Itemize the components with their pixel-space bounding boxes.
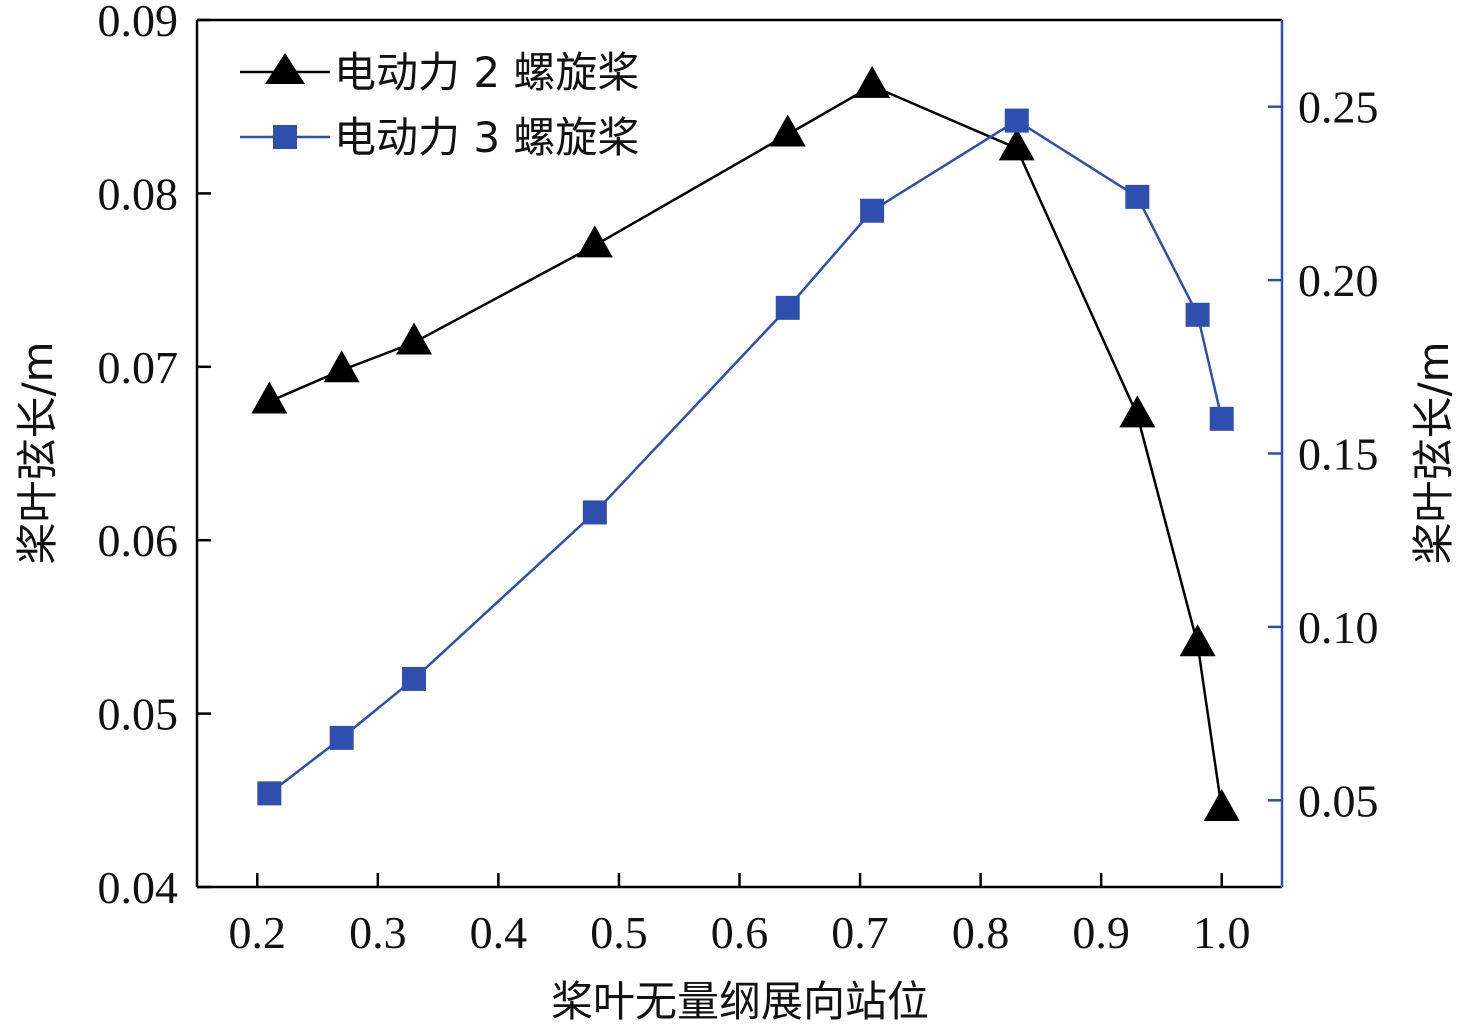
left-y-tick-label: 0.06	[98, 515, 179, 566]
right-y-axis-ticks: 0.05 0.10 0.15 0.20 0.25	[1268, 82, 1379, 826]
right-y-tick-label: 0.05	[1298, 775, 1379, 826]
data-point-square	[582, 500, 607, 525]
data-point-square	[1125, 184, 1150, 209]
legend-marker-triangle	[265, 53, 305, 84]
x-tick-label: 0.7	[831, 907, 889, 958]
data-point-triangle	[769, 114, 806, 147]
x-tick-label: 0.4	[470, 907, 528, 958]
left-y-tick-label: 0.07	[98, 342, 179, 393]
data-point-triangle	[1203, 788, 1240, 821]
right-y-tick-label: 0.10	[1298, 602, 1379, 653]
data-point-triangle	[323, 350, 360, 383]
data-point-square	[1209, 406, 1234, 431]
left-y-tick-label: 0.05	[98, 689, 179, 740]
left-y-axis-title: 桨叶弦长/m	[13, 341, 62, 564]
data-point-square	[1185, 302, 1210, 327]
data-point-square	[329, 725, 354, 750]
right-y-tick-label: 0.15	[1298, 429, 1379, 480]
data-point-square	[860, 198, 885, 223]
series-line	[268, 84, 1223, 810]
data-point-triangle	[1179, 624, 1216, 657]
data-point-triangle	[854, 65, 891, 98]
x-tick-label: 0.2	[229, 907, 287, 958]
data-point-square	[1004, 108, 1029, 133]
x-tick-label: 0.9	[1072, 907, 1130, 958]
x-tick-label: 0.6	[711, 907, 769, 958]
data-point-square	[402, 666, 426, 691]
data-point-triangle	[998, 128, 1035, 161]
left-y-tick-label: 0.09	[98, 0, 179, 46]
right-y-tick-label: 0.25	[1298, 82, 1379, 133]
data-point-triangle	[1119, 395, 1156, 428]
x-tick-label: 0.3	[349, 907, 407, 958]
left-y-tick-label: 0.08	[98, 168, 179, 219]
data-point-triangle	[396, 322, 432, 355]
x-tick-label: 0.5	[590, 907, 648, 958]
legend-entry-series-2: 电动力 2 螺旋桨	[240, 48, 639, 97]
data-point-triangle	[576, 225, 613, 258]
legend-marker-square	[273, 125, 297, 149]
series-line	[268, 119, 1223, 795]
series-1	[251, 65, 1240, 821]
data-point-square	[775, 295, 800, 320]
series-2	[257, 108, 1234, 806]
series-layer	[251, 65, 1240, 821]
x-tick-label: 1.0	[1193, 907, 1251, 958]
x-tick-label: 0.8	[952, 907, 1010, 958]
legend-label-series-3: 电动力 3 螺旋桨	[334, 113, 639, 162]
data-point-square	[257, 781, 282, 806]
left-y-axis-ticks: 0.04 0.05 0.06 0.07 0.08 0.09	[98, 0, 211, 913]
legend-label-series-2: 电动力 2 螺旋桨	[334, 48, 639, 97]
x-axis-title: 桨叶无量纲展向站位	[551, 977, 929, 1026]
right-y-tick-label: 0.20	[1298, 255, 1379, 306]
right-y-axis-title: 桨叶弦长/m	[1409, 341, 1458, 564]
legend: 电动力 2 螺旋桨 电动力 3 螺旋桨	[240, 48, 639, 162]
left-y-tick-label: 0.04	[98, 862, 179, 913]
x-axis-ticks: 0.2 0.3 0.4 0.5 0.6 0.7 0.8 0.9 1.0	[229, 873, 1251, 958]
legend-entry-series-3: 电动力 3 螺旋桨	[240, 113, 639, 162]
data-point-triangle	[251, 381, 288, 414]
